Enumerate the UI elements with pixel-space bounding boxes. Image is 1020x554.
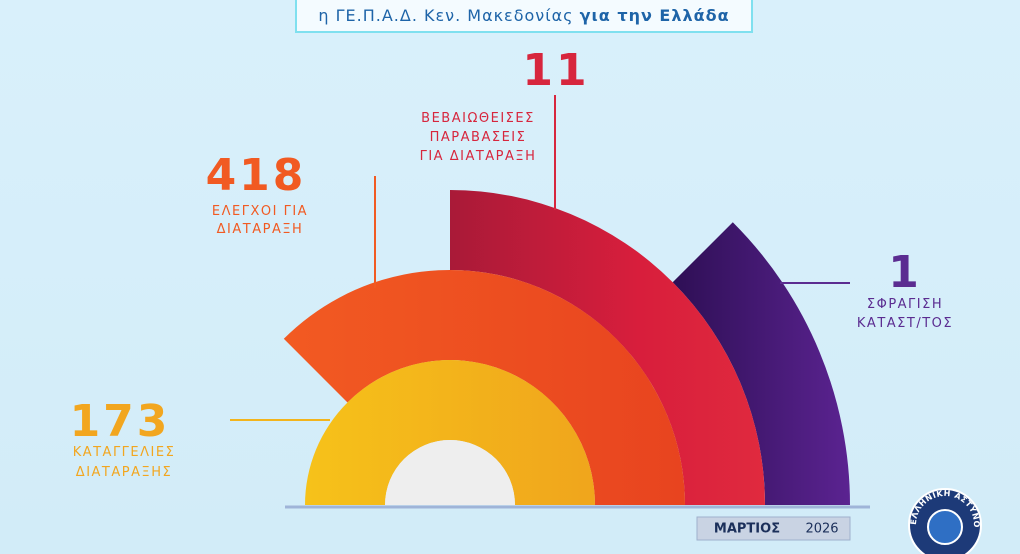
stat: 173 ΚΑΤΑΓΓΕΛΙΕΣ ΔΙΑΤΑΡΑΞΗΣ: [70, 396, 176, 480]
arc-orange: [283, 269, 685, 505]
footer-year: 2026: [805, 522, 838, 537]
header-emphasis: για την Ελλάδα: [580, 6, 730, 25]
stat-label: ΚΑΤΑΣΤ/ΤΟΣ: [857, 316, 953, 331]
arc-yellow: [305, 360, 595, 505]
stat: 1 ΣΦΡΑΓΙΣΗ ΚΑΤΑΣΤ/ΤΟΣ: [857, 247, 953, 331]
stat-label: ΚΑΤΑΓΓΕΛΙΕΣ: [73, 445, 176, 460]
arc-red: [450, 190, 765, 505]
footer-month: ΜΑΡΤΙΟΣ: [714, 522, 780, 537]
stat-value: 11: [522, 45, 589, 96]
stat-label: ΒΕΒΑΙΩΘΕΙΣΕΣ: [421, 111, 535, 126]
arc-purple: [672, 222, 850, 505]
stat-value: 418: [206, 150, 307, 201]
header-title: η ΓΕ.Π.Α.Δ. Κεν. Μακεδονίας για την Ελλά…: [318, 6, 729, 25]
stat-value: 173: [70, 396, 171, 447]
stat-label: ΣΦΡΑΓΙΣΗ: [867, 297, 943, 312]
stat-label: ΕΛΕΓΧΟΙ ΓΙΑ: [212, 204, 308, 219]
stat-label: ΔΙΑΤΑΡΑΞΗ: [217, 222, 304, 237]
arc-center: [385, 440, 515, 505]
stat-label: ΔΙΑΤΑΡΑΞΗΣ: [76, 465, 172, 480]
stat-label: ΓΙΑ ΔΙΑΤΑΡΑΞΗ: [420, 149, 537, 164]
header-prefix: η ΓΕ.Π.Α.Δ. Κεν. Μακεδονίας: [318, 6, 573, 25]
logo-emblem: [927, 509, 963, 545]
stat-label: ΠΑΡΑΒΑΣΕΙΣ: [430, 130, 527, 145]
date-box: [696, 516, 851, 541]
stat-value: 1: [888, 247, 922, 298]
stat: 11 ΒΕΒΑΙΩΘΕΙΣΕΣ ΠΑΡΑΒΑΣΕΙΣ ΓΙΑ ΔΙΑΤΑΡΑΞΗ: [420, 45, 589, 164]
header-box: [295, 0, 753, 33]
stat: 418 ΕΛΕΓΧΟΙ ΓΙΑ ΔΙΑΤΑΡΑΞΗ: [206, 150, 308, 237]
